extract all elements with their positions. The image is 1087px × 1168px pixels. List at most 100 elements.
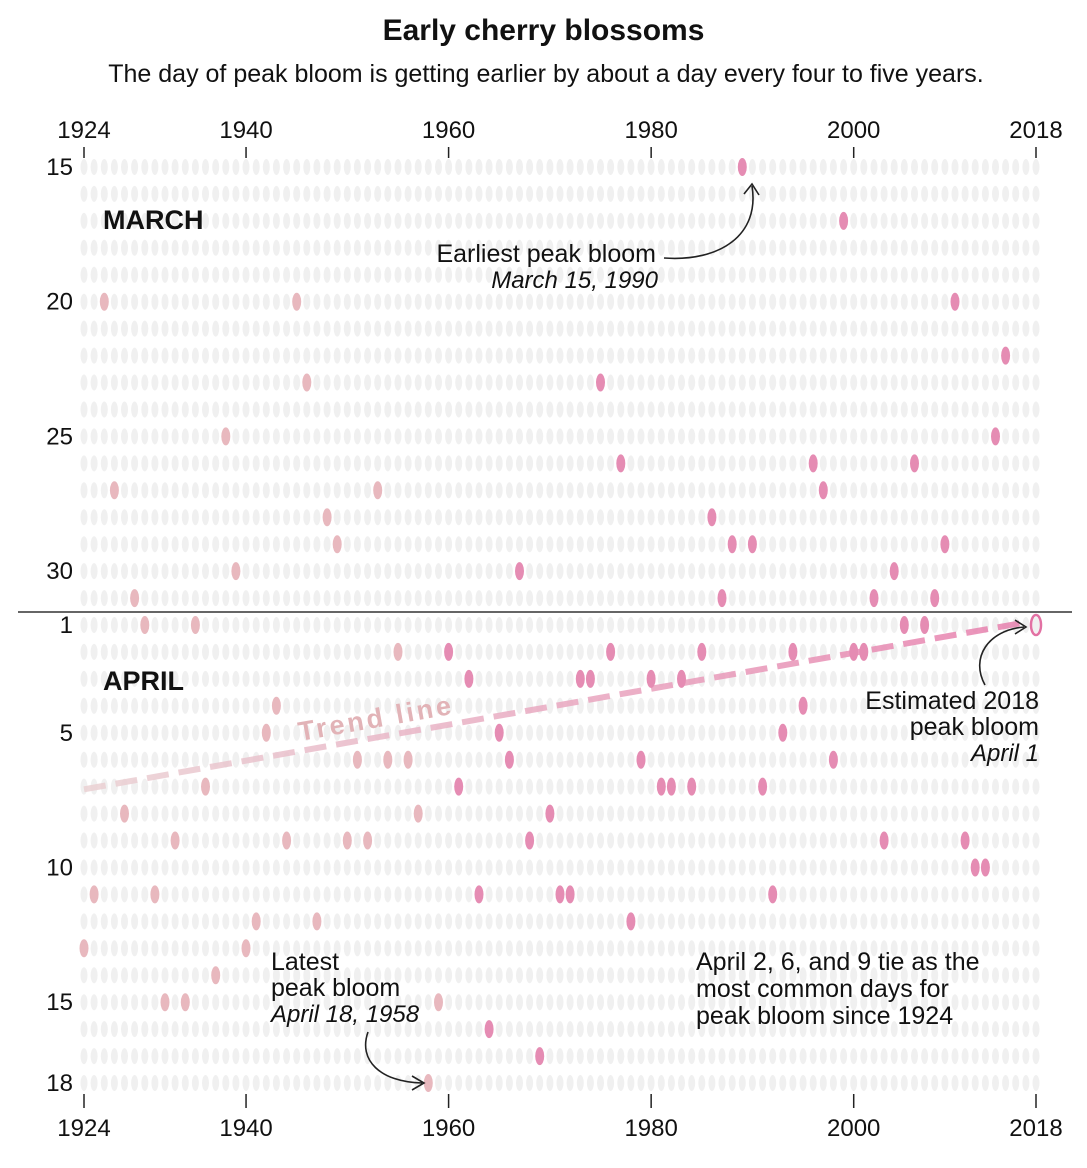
grid-dot <box>597 751 604 768</box>
grid-dot <box>455 670 463 687</box>
grid-dot <box>911 159 918 175</box>
grid-dot <box>516 455 523 472</box>
grid-dot <box>272 212 280 229</box>
grid-dot <box>819 724 827 741</box>
grid-dot <box>374 1048 382 1065</box>
grid-dot <box>353 1075 361 1091</box>
grid-dot <box>161 374 169 391</box>
grid-dot <box>698 428 706 445</box>
grid-dot <box>212 994 220 1011</box>
grid-dot <box>971 886 979 903</box>
grid-dot <box>90 805 98 822</box>
grid-dot <box>313 159 321 175</box>
grid-dot <box>708 724 716 741</box>
grid-dot <box>90 859 98 876</box>
grid-dot <box>222 886 230 903</box>
grid-dot <box>880 266 888 283</box>
grid-dot <box>941 994 949 1011</box>
grid-dot <box>870 212 878 229</box>
grid-dot <box>718 859 726 876</box>
grid-dot <box>728 428 736 445</box>
grid-dot <box>414 401 422 418</box>
grid-dot <box>1002 482 1010 499</box>
grid-dot <box>566 212 574 229</box>
grid-dot <box>394 697 402 714</box>
grid-dot <box>566 1075 574 1091</box>
grid-dot <box>374 320 382 337</box>
grid-dot <box>1032 347 1040 364</box>
estimate-annotation: Estimated 2018 peak bloom April 1 <box>865 619 1039 767</box>
grid-dot <box>435 509 442 526</box>
grid-dot <box>313 1021 321 1038</box>
grid-dot <box>424 1048 432 1065</box>
grid-dot <box>222 778 230 795</box>
grid-dot <box>100 159 108 175</box>
grid-dot <box>860 832 868 849</box>
grid-dot <box>516 994 523 1011</box>
grid-dot <box>191 159 199 175</box>
grid-dot <box>911 266 918 283</box>
grid-dot <box>728 913 736 930</box>
estimate-point <box>1029 613 1043 637</box>
grid-dot <box>860 509 868 526</box>
grid-dot <box>546 374 554 391</box>
grid-dot <box>759 1048 767 1065</box>
grid-dot <box>303 185 311 202</box>
grid-dot <box>921 967 929 984</box>
grid-dot <box>384 617 392 633</box>
bloom-point <box>545 804 555 823</box>
x-tick-label-bottom: 1924 <box>57 1115 110 1142</box>
grid-dot <box>384 293 392 310</box>
grid-dot <box>80 428 88 445</box>
grid-dot <box>141 1021 149 1038</box>
grid-dot <box>759 617 767 633</box>
grid-dot <box>445 509 453 526</box>
grid-dot <box>850 832 858 849</box>
grid-dot <box>100 859 108 876</box>
grid-dot <box>607 940 615 957</box>
grid-dot <box>759 266 767 283</box>
grid-dot <box>779 805 787 822</box>
grid-dot <box>627 401 635 418</box>
grid-dot <box>80 994 88 1011</box>
grid-dot <box>90 509 98 526</box>
grid-dot <box>242 1048 250 1065</box>
grid-dot <box>1002 374 1010 391</box>
grid-dot <box>272 509 280 526</box>
grid-dot <box>617 967 625 984</box>
grid-dot <box>961 428 969 445</box>
grid-dot <box>667 805 675 822</box>
grid-dot <box>202 509 209 526</box>
grid-dot <box>151 832 159 849</box>
grid-dot <box>435 967 442 984</box>
bloom-point <box>494 723 504 742</box>
grid-dot <box>364 482 372 499</box>
grid-dot <box>90 913 98 930</box>
grid-dot <box>667 239 675 256</box>
grid-dot <box>789 724 797 741</box>
grid-dot <box>435 751 442 768</box>
grid-dot <box>556 347 564 364</box>
grid-dot <box>516 724 523 741</box>
grid-dot <box>293 643 301 660</box>
grid-dot <box>283 266 291 283</box>
grid-dot <box>374 913 382 930</box>
grid-dot <box>536 805 544 822</box>
grid-dot <box>333 617 341 633</box>
grid-dot <box>840 1048 848 1065</box>
grid-dot <box>252 212 260 229</box>
grid-dot <box>829 886 837 903</box>
grid-dot <box>931 509 939 526</box>
grid-dot <box>181 266 189 283</box>
grid-dot <box>880 159 888 175</box>
grid-dot <box>698 967 706 984</box>
grid-dot <box>252 859 260 876</box>
grid-dot <box>840 563 848 580</box>
grid-dot <box>141 536 149 553</box>
grid-dot <box>252 482 260 499</box>
grid-dot <box>688 374 696 391</box>
grid-dot <box>870 805 878 822</box>
grid-dot <box>698 374 706 391</box>
grid-dot <box>384 940 392 957</box>
grid-dot <box>191 428 199 445</box>
